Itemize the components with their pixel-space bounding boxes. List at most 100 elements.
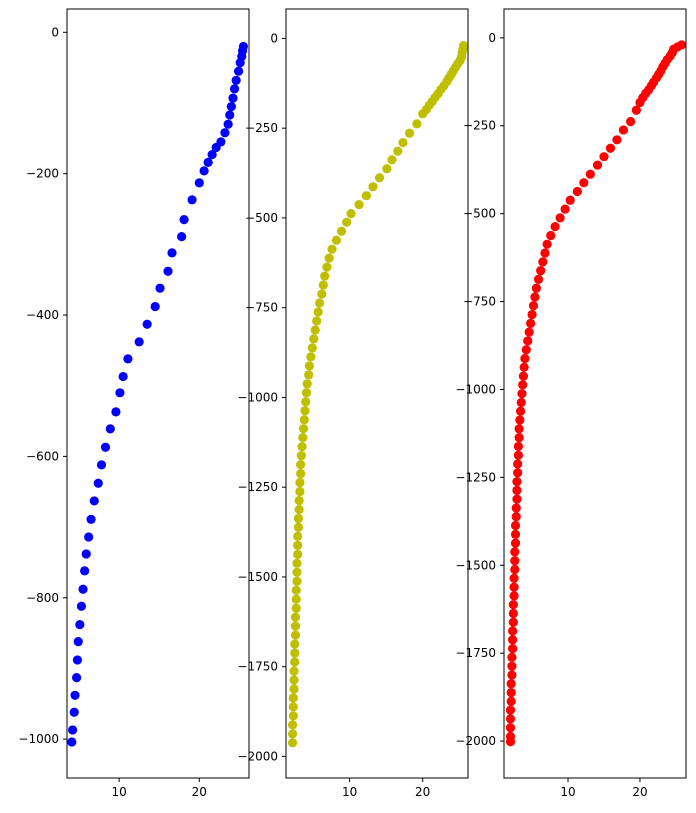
data-point	[514, 424, 524, 434]
data-point	[520, 353, 530, 364]
data-point	[510, 520, 521, 531]
data-point	[550, 222, 560, 232]
data-point	[228, 93, 238, 103]
data-point	[290, 630, 301, 640]
data-point	[220, 128, 230, 138]
data-point	[592, 160, 603, 170]
data-point	[100, 442, 111, 452]
data-point	[361, 191, 371, 201]
data-point	[508, 644, 518, 654]
data-point	[517, 389, 527, 399]
data-point	[555, 213, 565, 223]
y-tick-label: −1500	[237, 570, 278, 584]
data-point	[207, 150, 217, 160]
data-point	[505, 737, 516, 747]
data-point	[300, 406, 310, 416]
data-point	[293, 522, 304, 533]
data-point	[540, 248, 550, 258]
data-point	[134, 337, 144, 347]
data-point	[368, 182, 378, 192]
data-point	[542, 239, 552, 249]
data-point	[84, 532, 94, 542]
y-tick-label: −1250	[237, 480, 278, 494]
data-point	[565, 195, 575, 205]
panel-red: 10 20 0 −250 −500 −750 −1000 −1250 −1500 −1750 −20…	[455, 8, 687, 799]
data-point	[150, 301, 160, 312]
data-point	[531, 283, 541, 293]
data-point	[523, 336, 533, 346]
data-point	[322, 262, 332, 272]
data-point	[516, 397, 526, 408]
data-point	[177, 231, 187, 242]
data-point	[290, 648, 300, 658]
data-point	[513, 459, 523, 469]
data-point	[618, 125, 629, 135]
data-point	[382, 164, 392, 174]
data-point	[546, 230, 556, 241]
data-point	[508, 626, 518, 636]
data-point	[533, 274, 544, 284]
data-point	[635, 97, 645, 108]
x-tick-label: 10	[342, 785, 357, 799]
data-point	[290, 639, 300, 649]
data-point	[203, 157, 213, 167]
data-point	[76, 601, 87, 611]
data-point	[510, 564, 520, 575]
data-point	[289, 666, 299, 676]
data-point	[93, 478, 103, 488]
data-point	[315, 298, 325, 308]
data-point	[297, 442, 307, 452]
data-point	[518, 371, 529, 381]
y-tick-label: −1750	[455, 646, 496, 660]
data-point	[75, 620, 85, 630]
data-point	[515, 415, 525, 425]
data-point	[510, 556, 520, 566]
panel-yellow: 10 20 0 −250 −500 −750 −1000 −1250 −1500 −1750 −20…	[237, 8, 469, 799]
data-point	[80, 566, 90, 576]
data-point	[527, 309, 537, 320]
y-tick-label: −1000	[18, 732, 59, 746]
data-point	[295, 486, 305, 497]
data-point	[560, 204, 570, 214]
data-point	[512, 494, 522, 504]
y-tick-label: −500	[245, 211, 278, 225]
data-point	[412, 119, 422, 129]
data-point	[194, 178, 204, 188]
data-point	[289, 684, 299, 694]
axes-frame	[66, 8, 250, 779]
y-tick-label: 0	[270, 31, 278, 45]
data-point	[199, 166, 209, 176]
data-point	[291, 594, 301, 604]
data-point	[306, 352, 316, 362]
data-point	[293, 549, 303, 559]
data-point	[187, 195, 197, 205]
panel-blue: 10 20 0 −200 −400 −600 −800 −1000	[18, 8, 250, 799]
data-point	[298, 424, 309, 434]
data-point	[320, 271, 330, 281]
data-point	[538, 257, 548, 267]
data-point	[291, 585, 301, 595]
data-point	[309, 334, 319, 344]
data-point	[295, 477, 305, 488]
data-point	[293, 513, 304, 524]
data-point	[72, 673, 82, 683]
data-point	[519, 362, 529, 372]
data-point	[505, 705, 516, 715]
data-point	[536, 266, 546, 276]
data-point	[231, 75, 241, 85]
data-point	[298, 433, 308, 443]
data-point	[313, 307, 323, 317]
data-point	[226, 101, 236, 112]
data-point	[518, 380, 528, 390]
data-point	[599, 152, 609, 162]
data-point	[96, 460, 107, 470]
x-tick-label: 20	[415, 785, 430, 799]
y-tick-label: −800	[26, 591, 59, 605]
data-point	[89, 496, 99, 506]
data-point	[67, 737, 77, 747]
data-point	[336, 226, 347, 236]
data-point	[398, 137, 408, 148]
data-point	[287, 729, 298, 739]
data-point	[511, 512, 521, 522]
